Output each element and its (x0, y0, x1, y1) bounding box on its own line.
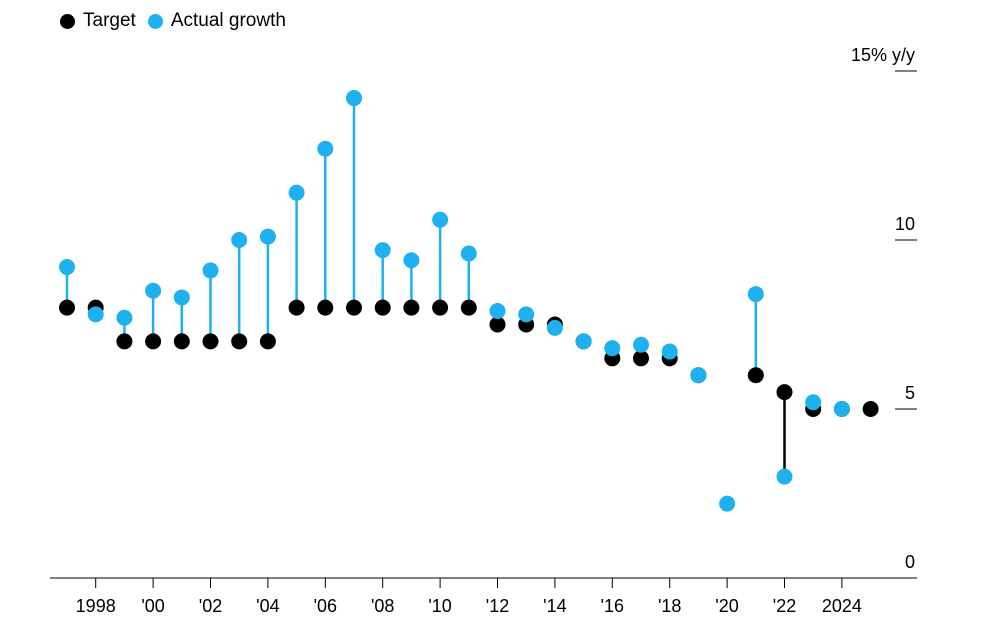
target-point (202, 333, 219, 350)
actual-point (489, 302, 506, 319)
target-point (489, 316, 506, 333)
x-tick-label: '16 (601, 596, 624, 616)
x-tick-label: '02 (199, 596, 222, 616)
x-tick-label: '00 (141, 596, 164, 616)
actual-point (59, 259, 75, 276)
x-tick-label: '20 (715, 596, 738, 616)
x-tick-label: '04 (256, 596, 279, 616)
x-tick-label: '22 (773, 596, 796, 616)
actual-point (575, 333, 592, 350)
x-tick-label: '08 (371, 596, 394, 616)
actual-point (145, 282, 162, 299)
x-tick-label: '14 (543, 596, 566, 616)
y-tick-label: 0 (905, 552, 915, 572)
target-dot-icon (60, 13, 75, 29)
actual-point (747, 286, 764, 303)
actual-point (173, 289, 190, 306)
actual-point (518, 306, 535, 323)
target-point (173, 333, 190, 350)
actual-point (317, 140, 334, 157)
target-point (776, 384, 793, 401)
target-point (145, 333, 162, 350)
actual-dot-icon (147, 13, 163, 29)
actual-point (460, 245, 477, 262)
actual-point (87, 306, 104, 323)
actual-point (546, 319, 563, 336)
actual-point (633, 336, 649, 353)
actual-point (805, 394, 822, 411)
y-tick-label: 10 (895, 214, 915, 234)
actual-point (690, 367, 707, 384)
legend-label-actual: Actual growth (170, 10, 286, 31)
actual-point (202, 262, 219, 279)
actual-point (374, 242, 391, 259)
target-point (231, 333, 248, 350)
target-point (288, 299, 305, 316)
actual-point (116, 309, 133, 326)
target-point (633, 350, 649, 367)
x-tick-label: '18 (658, 596, 681, 616)
actual-point (432, 211, 449, 228)
target-point (374, 299, 391, 316)
legend-label-target: Target (83, 10, 136, 31)
actual-point (776, 468, 793, 485)
x-tick-label: '10 (428, 596, 451, 616)
legend-item-target: Target (60, 10, 136, 32)
target-point (432, 299, 449, 316)
actual-point (346, 90, 362, 107)
target-point (403, 299, 420, 316)
actual-point (719, 495, 736, 512)
legend: Target Actual growth (60, 10, 298, 32)
x-tick-label: '06 (314, 596, 337, 616)
actual-point (604, 340, 621, 357)
actual-point (403, 252, 420, 269)
actual-point (661, 343, 678, 360)
target-point (460, 299, 477, 316)
x-tick-label: '12 (486, 596, 509, 616)
actual-point (231, 232, 248, 248)
target-point (747, 367, 764, 384)
legend-item-actual: Actual growth (147, 10, 286, 32)
target-point (116, 333, 133, 350)
actual-point (833, 401, 850, 417)
target-point (346, 299, 362, 316)
target-point (862, 401, 879, 417)
target-point (59, 299, 75, 316)
y-tick-label: 15% y/y (851, 45, 915, 65)
x-tick-label: 1998 (76, 596, 116, 616)
x-tick-label: 2024 (822, 596, 862, 616)
target-point (317, 299, 334, 316)
target-point (259, 333, 276, 350)
y-tick-label: 5 (905, 383, 915, 403)
actual-point (259, 228, 276, 245)
actual-point (288, 184, 305, 201)
